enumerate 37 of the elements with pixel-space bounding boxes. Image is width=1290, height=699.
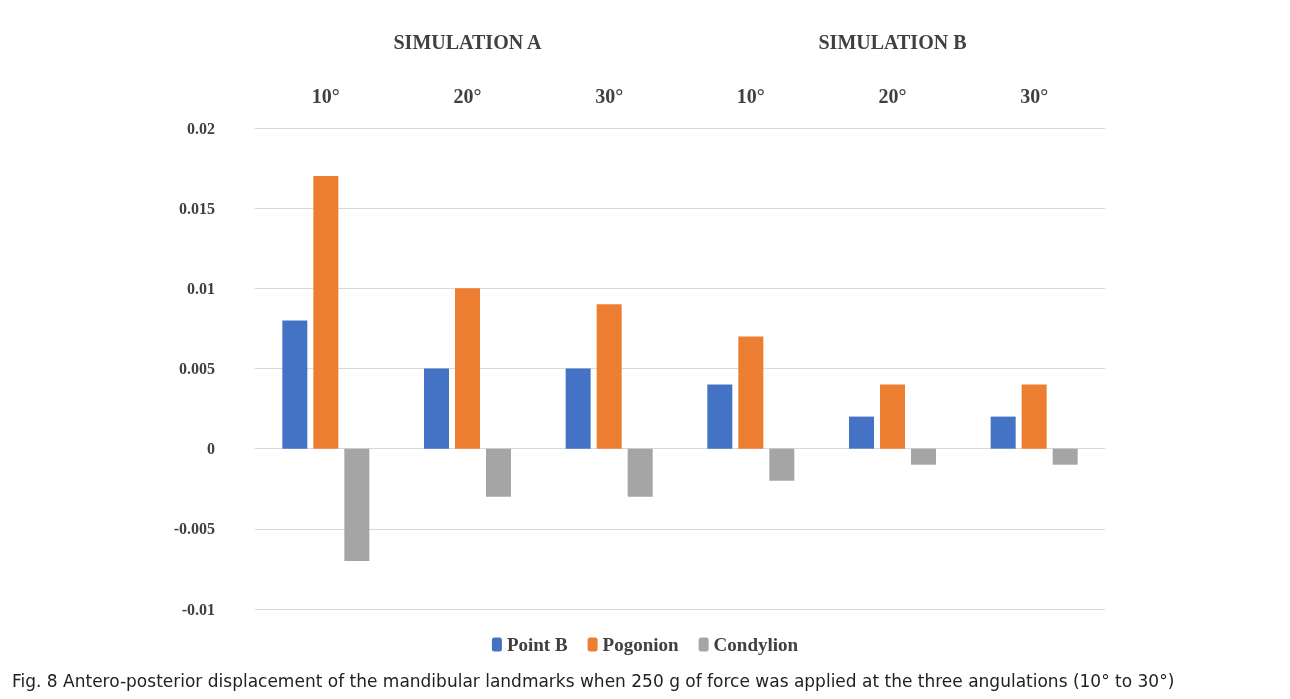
x-tick-label: 30° <box>1020 85 1049 107</box>
text: SIMULATION B <box>818 31 967 53</box>
bar <box>880 384 905 449</box>
x-tick-label: 10° <box>736 85 765 107</box>
bar <box>596 304 622 449</box>
bar <box>565 368 591 449</box>
x-tick-label: 10° <box>311 85 340 107</box>
bar <box>344 448 370 561</box>
y-tick-label: 0.02 <box>187 119 215 137</box>
bar <box>911 448 936 465</box>
bar <box>738 336 764 449</box>
y-tick-label: 0.005 <box>179 360 215 377</box>
bar <box>282 320 308 449</box>
text: SIMULATION A <box>393 31 543 53</box>
bar <box>455 288 480 449</box>
x-tick-label: 20° <box>453 85 482 107</box>
x-tick-label: 20° <box>878 85 907 107</box>
legend-label: Condylion <box>713 634 799 655</box>
bar <box>627 448 653 497</box>
y-tick-label: 0.01 <box>187 279 215 297</box>
legend-label: Point B <box>506 634 568 655</box>
legend-label: Pogonion <box>602 634 680 655</box>
bar <box>486 448 511 497</box>
caption: Fig. 8 Antero-posterior displacement of the mandibular landmarks when 250 g of force was applied at the three angulations (10° to 30°) <box>12 670 1175 691</box>
bar <box>707 384 733 449</box>
y-tick-label: 0 <box>207 440 215 458</box>
y-tick-label: -0.005 <box>173 520 215 538</box>
bar <box>313 176 339 449</box>
bar <box>990 416 1016 449</box>
y-tick-label: -0.01 <box>181 600 215 618</box>
y-tick-label: 0.015 <box>179 199 215 217</box>
bar <box>424 368 449 449</box>
bar <box>1021 384 1047 449</box>
bar <box>1052 448 1078 465</box>
bar <box>769 448 795 481</box>
bar <box>849 416 874 449</box>
x-tick-label: 30° <box>595 85 624 107</box>
